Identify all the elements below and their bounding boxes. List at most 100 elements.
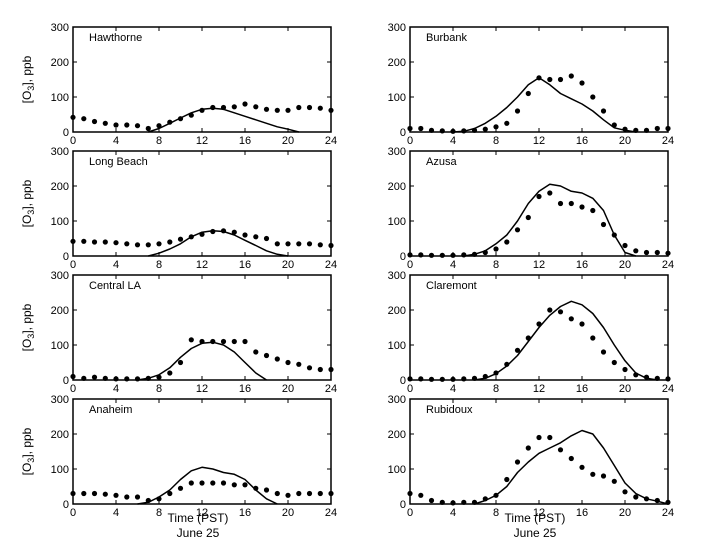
- x-tick-label: 16: [576, 507, 588, 519]
- observed-point: [285, 359, 291, 366]
- observed-point: [557, 309, 564, 315]
- observed-point: [600, 108, 607, 114]
- observed-point: [70, 373, 76, 380]
- observed-point: [439, 252, 445, 258]
- y-tick-label: 200: [388, 305, 406, 317]
- model-line: [474, 300, 658, 381]
- y-tick-label: 0: [63, 499, 69, 511]
- x-tick-label: 20: [282, 383, 294, 395]
- x-tick-label: 4: [113, 259, 119, 271]
- y-tick-label: 300: [51, 146, 69, 158]
- x-tick-label: 8: [493, 259, 499, 271]
- panels-group: 0 4 8 12 16 20 24 0 100 200 300 Hawthorne [O3], ppb 0…: [20, 22, 674, 519]
- observed-point: [525, 445, 531, 451]
- observed-point: [317, 366, 323, 373]
- observed-point: [81, 116, 87, 122]
- observed-point: [514, 459, 521, 465]
- observed-point: [590, 94, 596, 100]
- x-tick-label: 12: [196, 135, 208, 147]
- observed-point: [643, 249, 650, 256]
- observed-point: [482, 126, 488, 132]
- y-tick-label: 300: [388, 22, 406, 34]
- observed-point: [317, 242, 323, 248]
- observed-point: [418, 252, 424, 258]
- observed-point: [439, 128, 445, 134]
- observed-point: [514, 108, 521, 114]
- y-axis-label: [O3], ppb: [20, 179, 36, 227]
- x-axis-label-left: Time (PST): [168, 511, 229, 525]
- y-tick-label: 200: [388, 57, 406, 69]
- observed-point: [81, 238, 87, 244]
- observed-point: [450, 376, 456, 382]
- observed-point: [306, 241, 313, 247]
- observed-point: [418, 492, 424, 498]
- model-line: [463, 183, 637, 257]
- observed-point: [600, 349, 607, 355]
- observed-point: [81, 490, 87, 497]
- observed-point: [145, 125, 151, 132]
- model-line: [148, 107, 299, 133]
- x-tick-label: 16: [239, 135, 251, 147]
- observed-point: [665, 250, 671, 256]
- observed-point: [220, 338, 227, 345]
- observed-point: [493, 124, 499, 130]
- observed-point: [407, 125, 413, 132]
- observed-point: [102, 375, 108, 381]
- observed-point: [124, 376, 130, 382]
- observed-point: [514, 347, 521, 353]
- observed-point: [407, 252, 413, 258]
- x-tick-label: 0: [70, 507, 76, 519]
- observed-point: [633, 494, 639, 500]
- observed-point: [461, 376, 467, 382]
- x-axis-label-right: Time (PST): [505, 511, 566, 525]
- observed-point: [274, 490, 280, 497]
- observed-point: [274, 107, 280, 113]
- y-axis-label: [O3], ppb: [20, 55, 36, 103]
- panel-burbank: 0 4 8 12 16 20 24 0 100 200 300 Burbank: [388, 22, 674, 147]
- observed-point: [317, 105, 323, 111]
- y-tick-label: 0: [400, 251, 406, 263]
- model-line: [137, 341, 267, 381]
- observed-point: [579, 464, 585, 470]
- observed-point: [665, 376, 671, 382]
- observed-point: [590, 335, 596, 341]
- y-tick-label: 200: [51, 57, 69, 69]
- x-tick-label: 8: [493, 507, 499, 519]
- observed-point: [306, 490, 313, 497]
- x-tick-label: 16: [576, 135, 588, 147]
- observed-point: [317, 490, 323, 497]
- site-label: Azusa: [426, 156, 457, 168]
- observed-point: [199, 480, 205, 486]
- observed-point: [113, 122, 119, 128]
- observed-point: [253, 234, 259, 240]
- observed-point: [167, 239, 173, 245]
- observed-point: [134, 376, 141, 382]
- observed-point: [113, 492, 119, 498]
- observed-point: [450, 500, 456, 506]
- x-tick-label: 0: [407, 135, 413, 147]
- site-label: Burbank: [426, 32, 467, 44]
- x-tick-label: 4: [450, 135, 456, 147]
- x-tick-label: 12: [196, 383, 208, 395]
- observed-point: [557, 200, 564, 207]
- observed-point: [156, 241, 162, 247]
- observed-point: [461, 499, 467, 505]
- y-tick-label: 100: [51, 92, 69, 104]
- observed-point: [102, 239, 108, 245]
- observed-point: [134, 242, 141, 248]
- site-label: Rubidoux: [426, 404, 473, 416]
- x-tick-label: 24: [325, 507, 337, 519]
- x-tick-label: 8: [493, 135, 499, 147]
- observed-point: [328, 490, 334, 497]
- x-tick-label: 16: [239, 259, 251, 271]
- site-label: Hawthorne: [89, 32, 142, 44]
- observed-point: [557, 447, 564, 453]
- observed-point: [407, 376, 413, 382]
- observed-point: [113, 376, 119, 382]
- x-tick-label: 24: [662, 383, 674, 395]
- y-tick-label: 200: [388, 429, 406, 441]
- y-tick-label: 300: [51, 270, 69, 282]
- observed-point: [134, 123, 141, 129]
- site-label: Claremont: [426, 280, 477, 292]
